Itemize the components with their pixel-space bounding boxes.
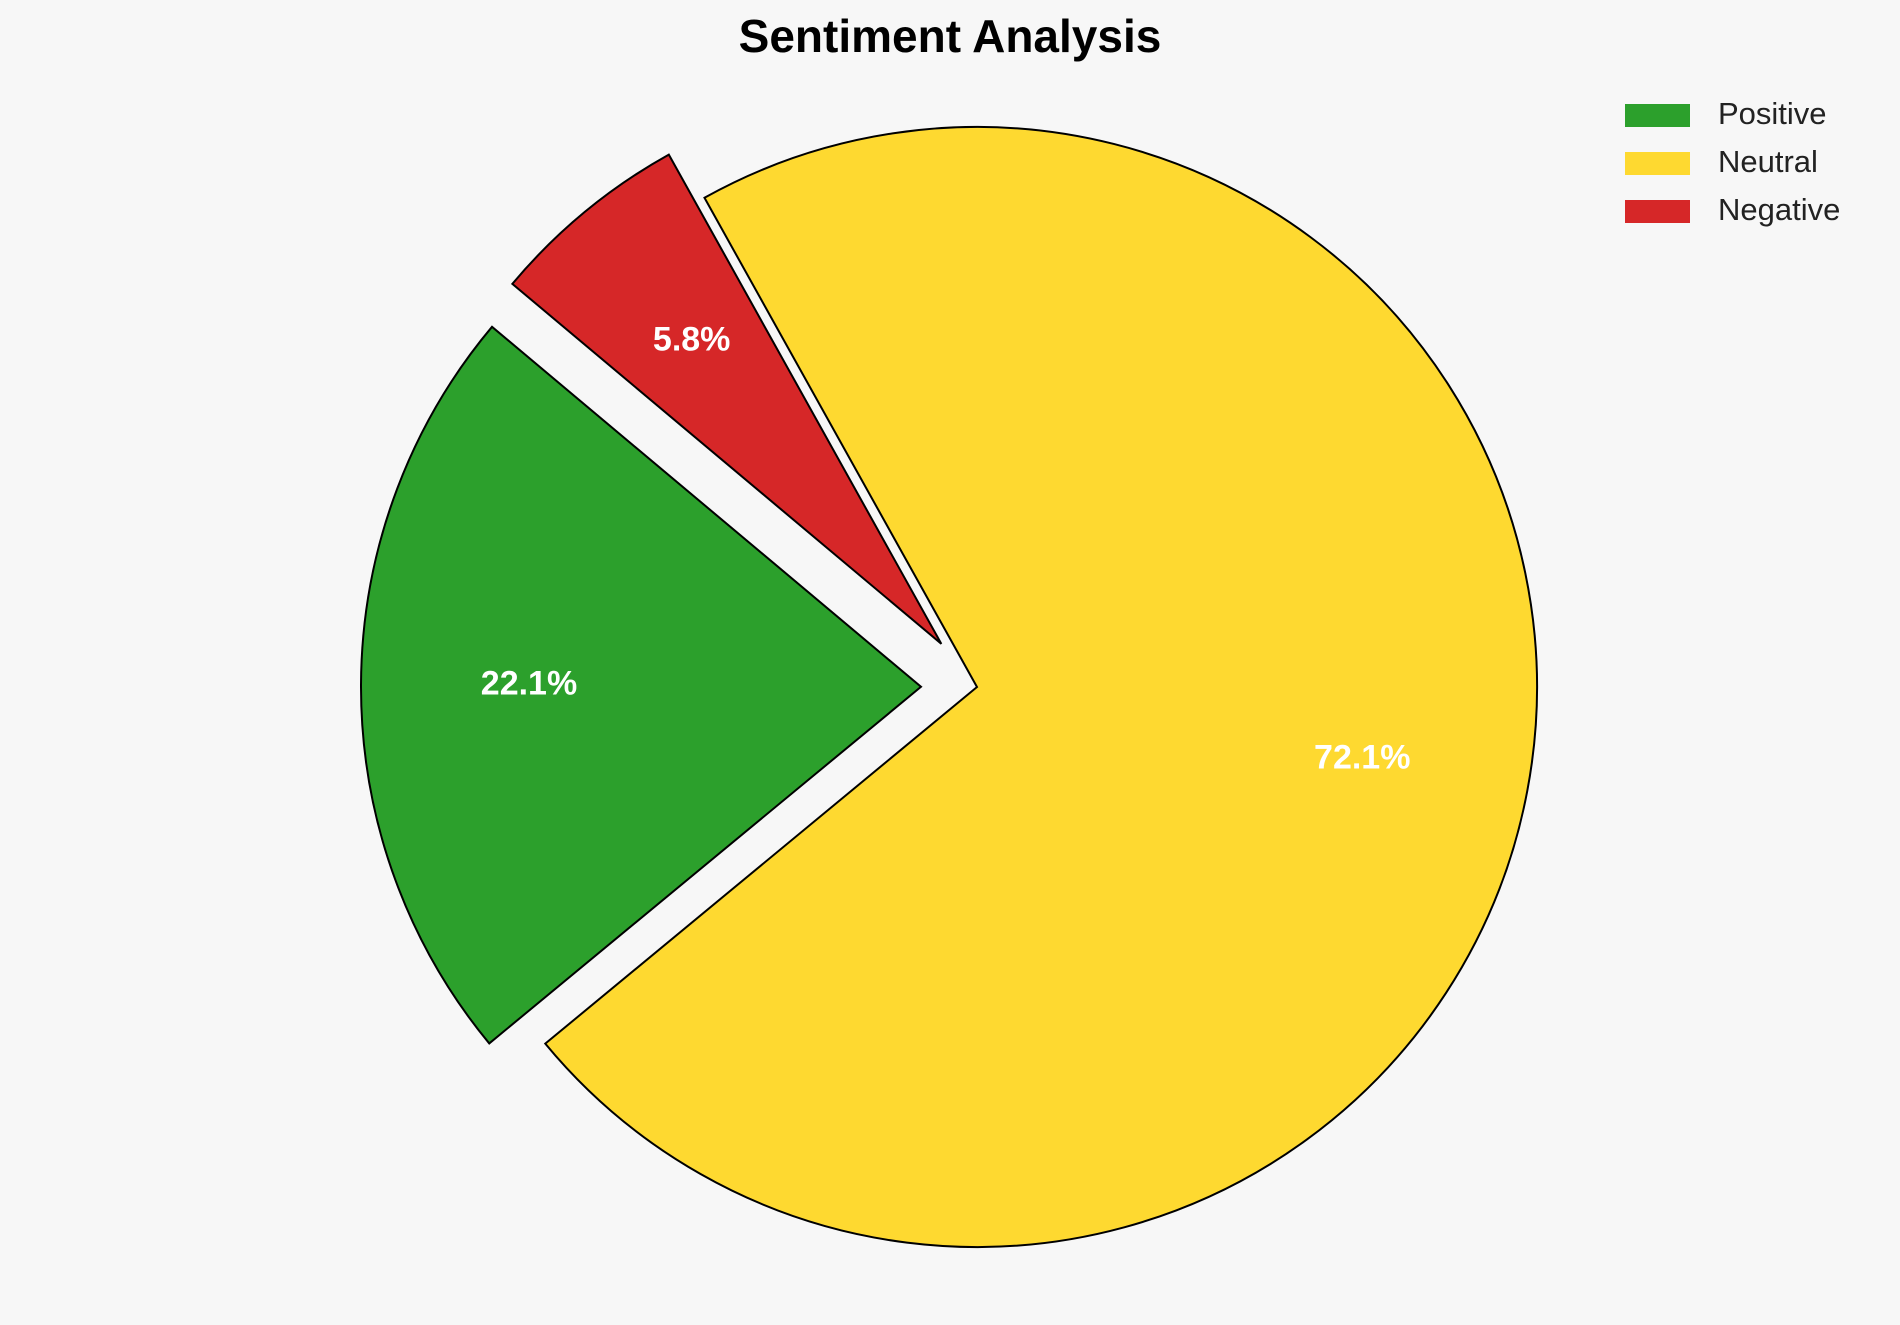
chart-title: Sentiment Analysis [739,10,1162,62]
pie-slice [543,126,1538,1248]
legend-swatch [1625,152,1690,175]
pie-slice [360,325,923,1045]
slice-label: 5.8% [653,321,731,359]
pie-slice [510,153,943,645]
slice-label: 72.1% [1314,738,1410,776]
legend-label: Neutral [1718,144,1818,179]
legend-swatch [1625,200,1690,223]
legend-label: Negative [1718,192,1840,227]
legend-swatch [1625,104,1690,127]
slice-label: 22.1% [481,664,577,702]
legend-label: Positive [1718,96,1827,131]
